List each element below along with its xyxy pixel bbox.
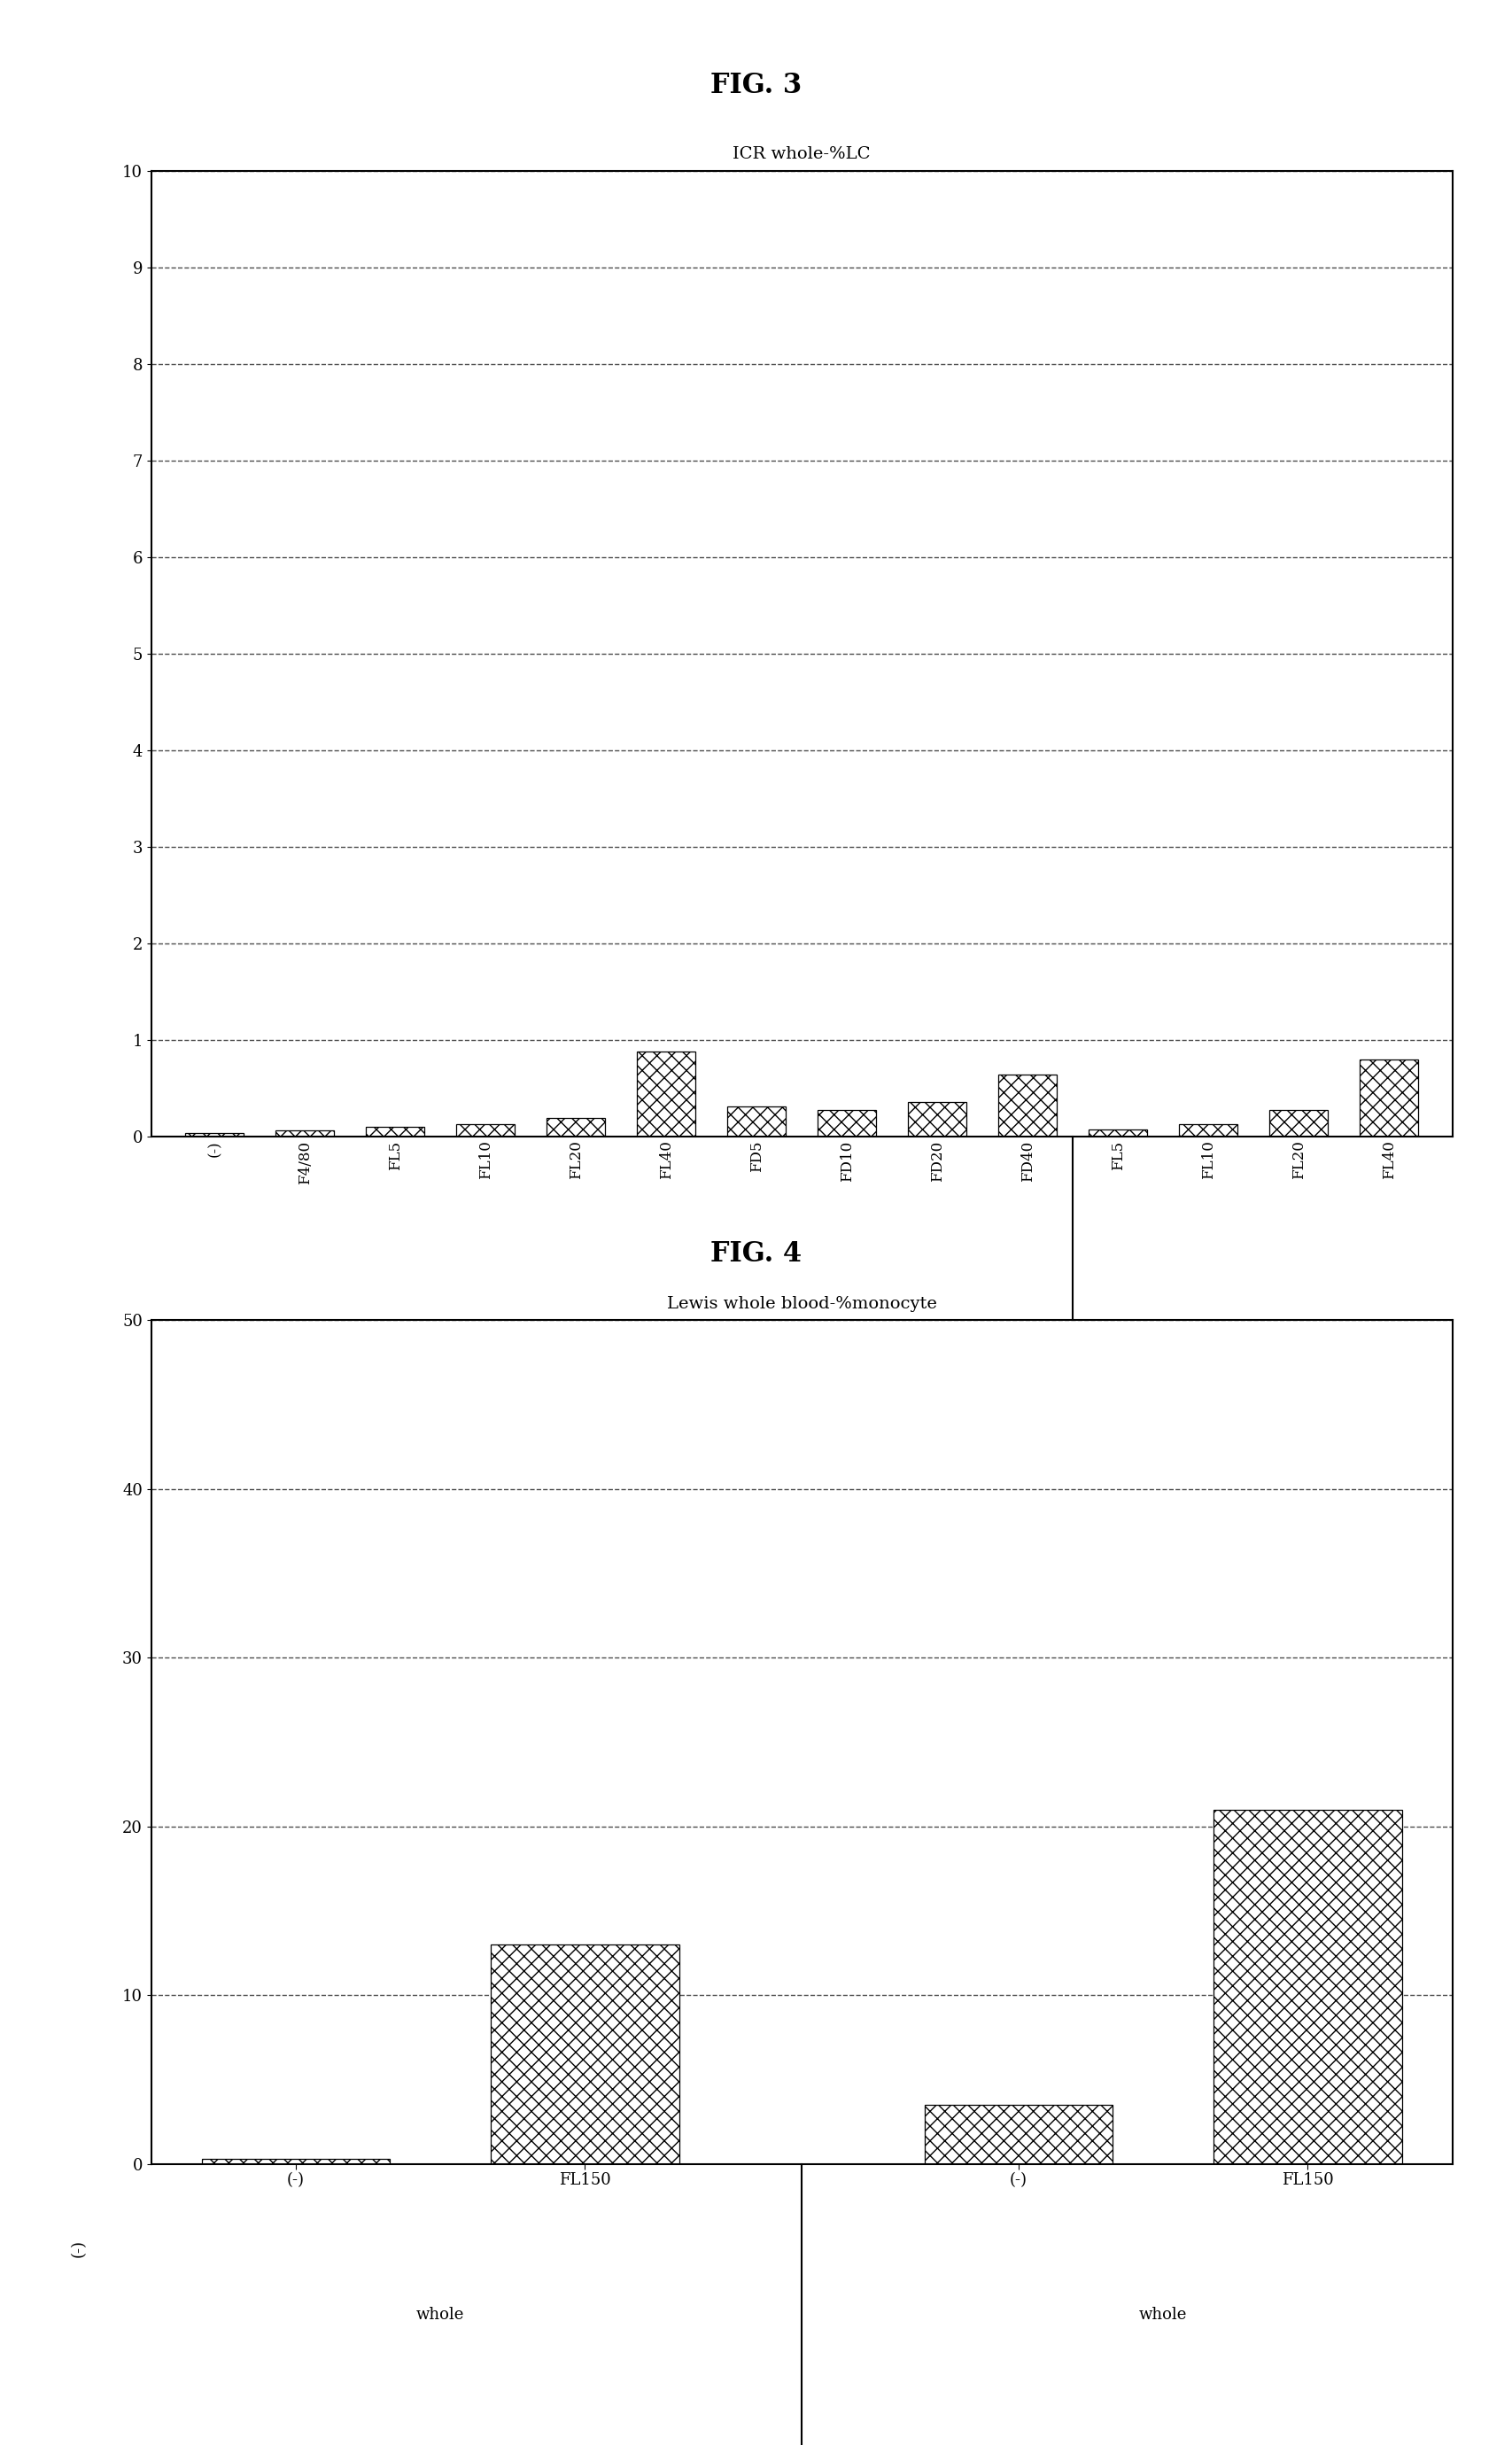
Text: FIG. 3: FIG. 3 (711, 71, 801, 100)
Bar (998, 1073, 1057, 1137)
Bar (1178, 1125, 1237, 1137)
Bar (491, 1944, 679, 2164)
Bar (366, 1127, 425, 1137)
Bar (201, 2159, 390, 2164)
Text: +L50: +L50 (1231, 1474, 1275, 1491)
Bar (1359, 1059, 1418, 1137)
Text: (-): (-) (71, 2240, 86, 2257)
Text: whole: whole (1139, 2308, 1187, 2323)
Text: FIG. 4: FIG. 4 (711, 1240, 801, 1269)
Title: Lewis whole blood-%monocyte: Lewis whole blood-%monocyte (667, 1296, 936, 1311)
Bar (816, 1110, 875, 1137)
Bar (727, 1105, 786, 1137)
Text: whole: whole (416, 2308, 464, 2323)
Bar (907, 1103, 966, 1137)
Bar (546, 1117, 605, 1137)
Bar (1213, 1809, 1402, 2164)
Bar (1089, 1130, 1146, 1137)
Bar (637, 1051, 696, 1137)
Bar (184, 1132, 243, 1137)
Bar (275, 1130, 334, 1137)
Bar (1269, 1110, 1328, 1137)
Text: whole: whole (597, 1474, 644, 1491)
Bar (457, 1125, 514, 1137)
Bar (924, 2105, 1111, 2164)
Title: ICR whole-%LC: ICR whole-%LC (732, 147, 871, 161)
